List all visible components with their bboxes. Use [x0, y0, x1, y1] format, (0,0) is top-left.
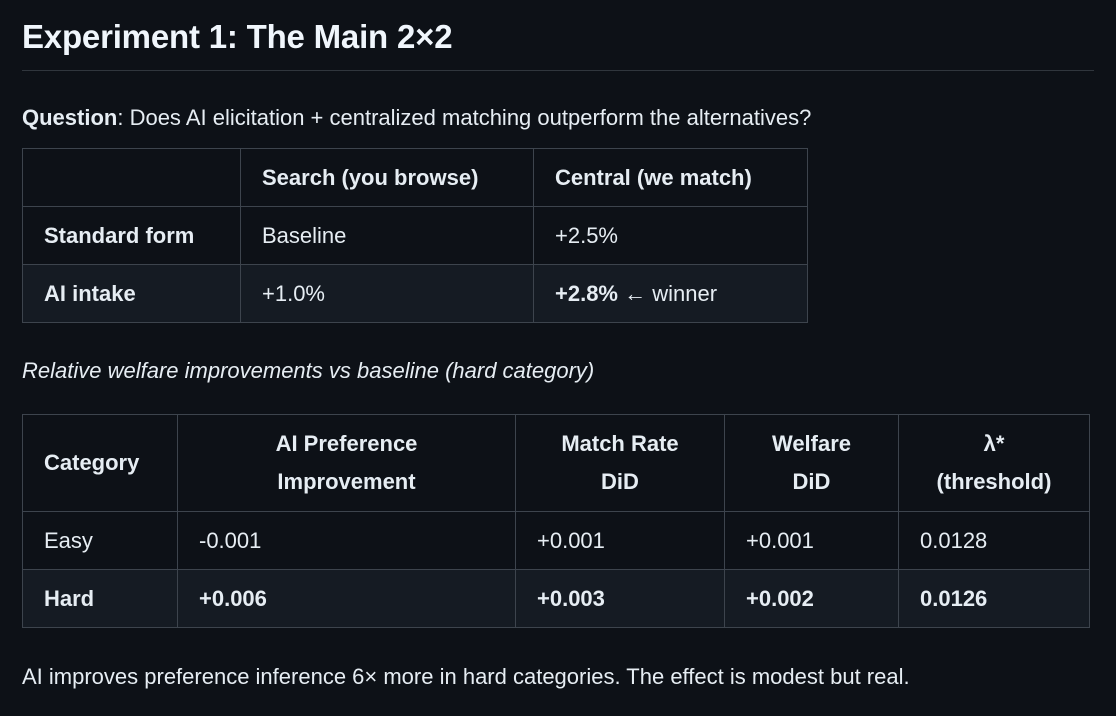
- cell-note: ← winner: [618, 280, 718, 306]
- header-line: Match Rate: [561, 431, 679, 456]
- table-cell: Easy: [22, 511, 178, 570]
- table-cell: +1.0%: [240, 264, 534, 323]
- header-line: AI Preference: [275, 431, 418, 456]
- cell-value: +2.8%: [555, 280, 618, 306]
- table-cell: Hard: [22, 569, 178, 628]
- table-header-cell: λ* (threshold): [898, 414, 1090, 512]
- header-line: Improvement: [277, 469, 416, 494]
- cell-value: +2.5%: [555, 222, 618, 248]
- page-title: Experiment 1: The Main 2×2: [22, 0, 1094, 71]
- table-row: Hard +0.006 +0.003 +0.002 0.0126: [22, 569, 1090, 628]
- header-line: DiD: [792, 469, 831, 494]
- table-row: AI intake +1.0% +2.8% ← winner: [22, 264, 808, 323]
- table-header-cell: Category: [22, 414, 178, 512]
- table-cell: +0.002: [724, 569, 899, 628]
- table-cell: +0.006: [177, 569, 516, 628]
- table-cell: +0.001: [515, 511, 725, 570]
- table-header-cell: [22, 148, 241, 207]
- table-header-cell: Central (we match): [533, 148, 808, 207]
- row-label: Standard form: [22, 206, 241, 265]
- table-cell: 0.0126: [898, 569, 1090, 628]
- header-line: λ*: [983, 431, 1005, 456]
- table-caption: Relative welfare improvements vs baselin…: [22, 358, 595, 383]
- table-row: Easy -0.001 +0.001 +0.001 0.0128: [22, 511, 1090, 570]
- table-header-cell: AI Preference Improvement: [177, 414, 516, 512]
- question-paragraph: Question: Does AI elicitation + centrali…: [22, 103, 1094, 133]
- design-matrix-table: Search (you browse) Central (we match) S…: [22, 148, 808, 323]
- table-cell: +2.8% ← winner: [533, 264, 808, 323]
- table-row: Standard form Baseline +2.5%: [22, 206, 808, 265]
- header-line: Welfare: [771, 431, 852, 456]
- table-header-cell: Welfare DiD: [724, 414, 899, 512]
- table-cell: -0.001: [177, 511, 516, 570]
- table-cell: +0.003: [515, 569, 725, 628]
- welfare-table: Category AI Preference Improvement Match …: [22, 414, 1090, 628]
- table-cell: +0.001: [724, 511, 899, 570]
- header-line: (threshold): [936, 469, 1052, 494]
- table-header-cell: Search (you browse): [240, 148, 534, 207]
- question-text: : Does AI elicitation + centralized matc…: [117, 105, 812, 130]
- table-cell: +2.5%: [533, 206, 808, 265]
- table-header-cell: Match Rate DiD: [515, 414, 725, 512]
- header-line: DiD: [601, 469, 639, 494]
- summary-paragraph: AI improves preference inference 6× more…: [22, 664, 910, 689]
- table-header-row: Category AI Preference Improvement Match …: [22, 414, 1090, 512]
- table-header-row: Search (you browse) Central (we match): [22, 148, 808, 207]
- row-label: AI intake: [22, 264, 241, 323]
- question-label: Question: [22, 105, 118, 130]
- table-cell: 0.0128: [898, 511, 1090, 570]
- table-cell: Baseline: [240, 206, 534, 265]
